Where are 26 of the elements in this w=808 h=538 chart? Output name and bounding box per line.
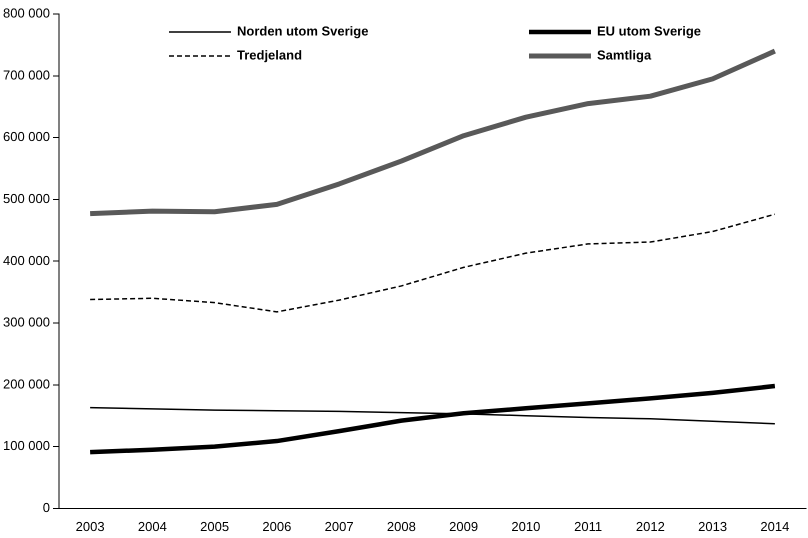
- y-tick-label: 600 000: [2, 129, 50, 144]
- x-tick-label: 2013: [698, 518, 728, 534]
- y-tick-label: 100 000: [2, 438, 50, 454]
- y-tick-label: 400 000: [2, 252, 50, 268]
- line-series: [89, 213, 776, 313]
- x-tick-label: 2009: [449, 518, 478, 534]
- y-tick-label: 500 000: [2, 190, 50, 206]
- x-tick-label: 2005: [200, 518, 230, 534]
- x-tick-label: 2010: [511, 518, 540, 534]
- y-tick-label: 800 000: [2, 6, 50, 21]
- y-tick-label: 0: [42, 500, 50, 515]
- y-tick-label: 700 000: [2, 67, 50, 82]
- legend-label: Norden utom Sverige: [236, 24, 368, 39]
- y-tick-label: 300 000: [2, 314, 50, 330]
- x-tick-label: 2014: [760, 518, 790, 534]
- legend-label: Samtliga: [596, 48, 652, 63]
- x-tick-label: 2011: [574, 518, 602, 534]
- x-tick-label: 2012: [636, 518, 665, 534]
- x-tick-label: 2007: [324, 518, 354, 534]
- legend-label: Tredjeland: [236, 48, 302, 63]
- legend-label: EU utom Sverige: [596, 24, 702, 39]
- x-tick-label: 2008: [386, 518, 416, 534]
- x-tick-label: 2004: [138, 518, 167, 534]
- y-tick-label: 200 000: [2, 376, 50, 392]
- x-tick-label: 2003: [76, 518, 105, 534]
- x-tick-label: 2006: [262, 518, 292, 534]
